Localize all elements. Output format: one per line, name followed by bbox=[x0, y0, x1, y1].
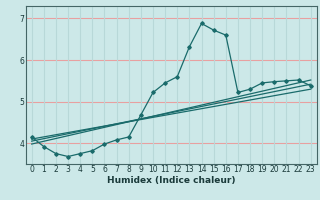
X-axis label: Humidex (Indice chaleur): Humidex (Indice chaleur) bbox=[107, 176, 236, 185]
